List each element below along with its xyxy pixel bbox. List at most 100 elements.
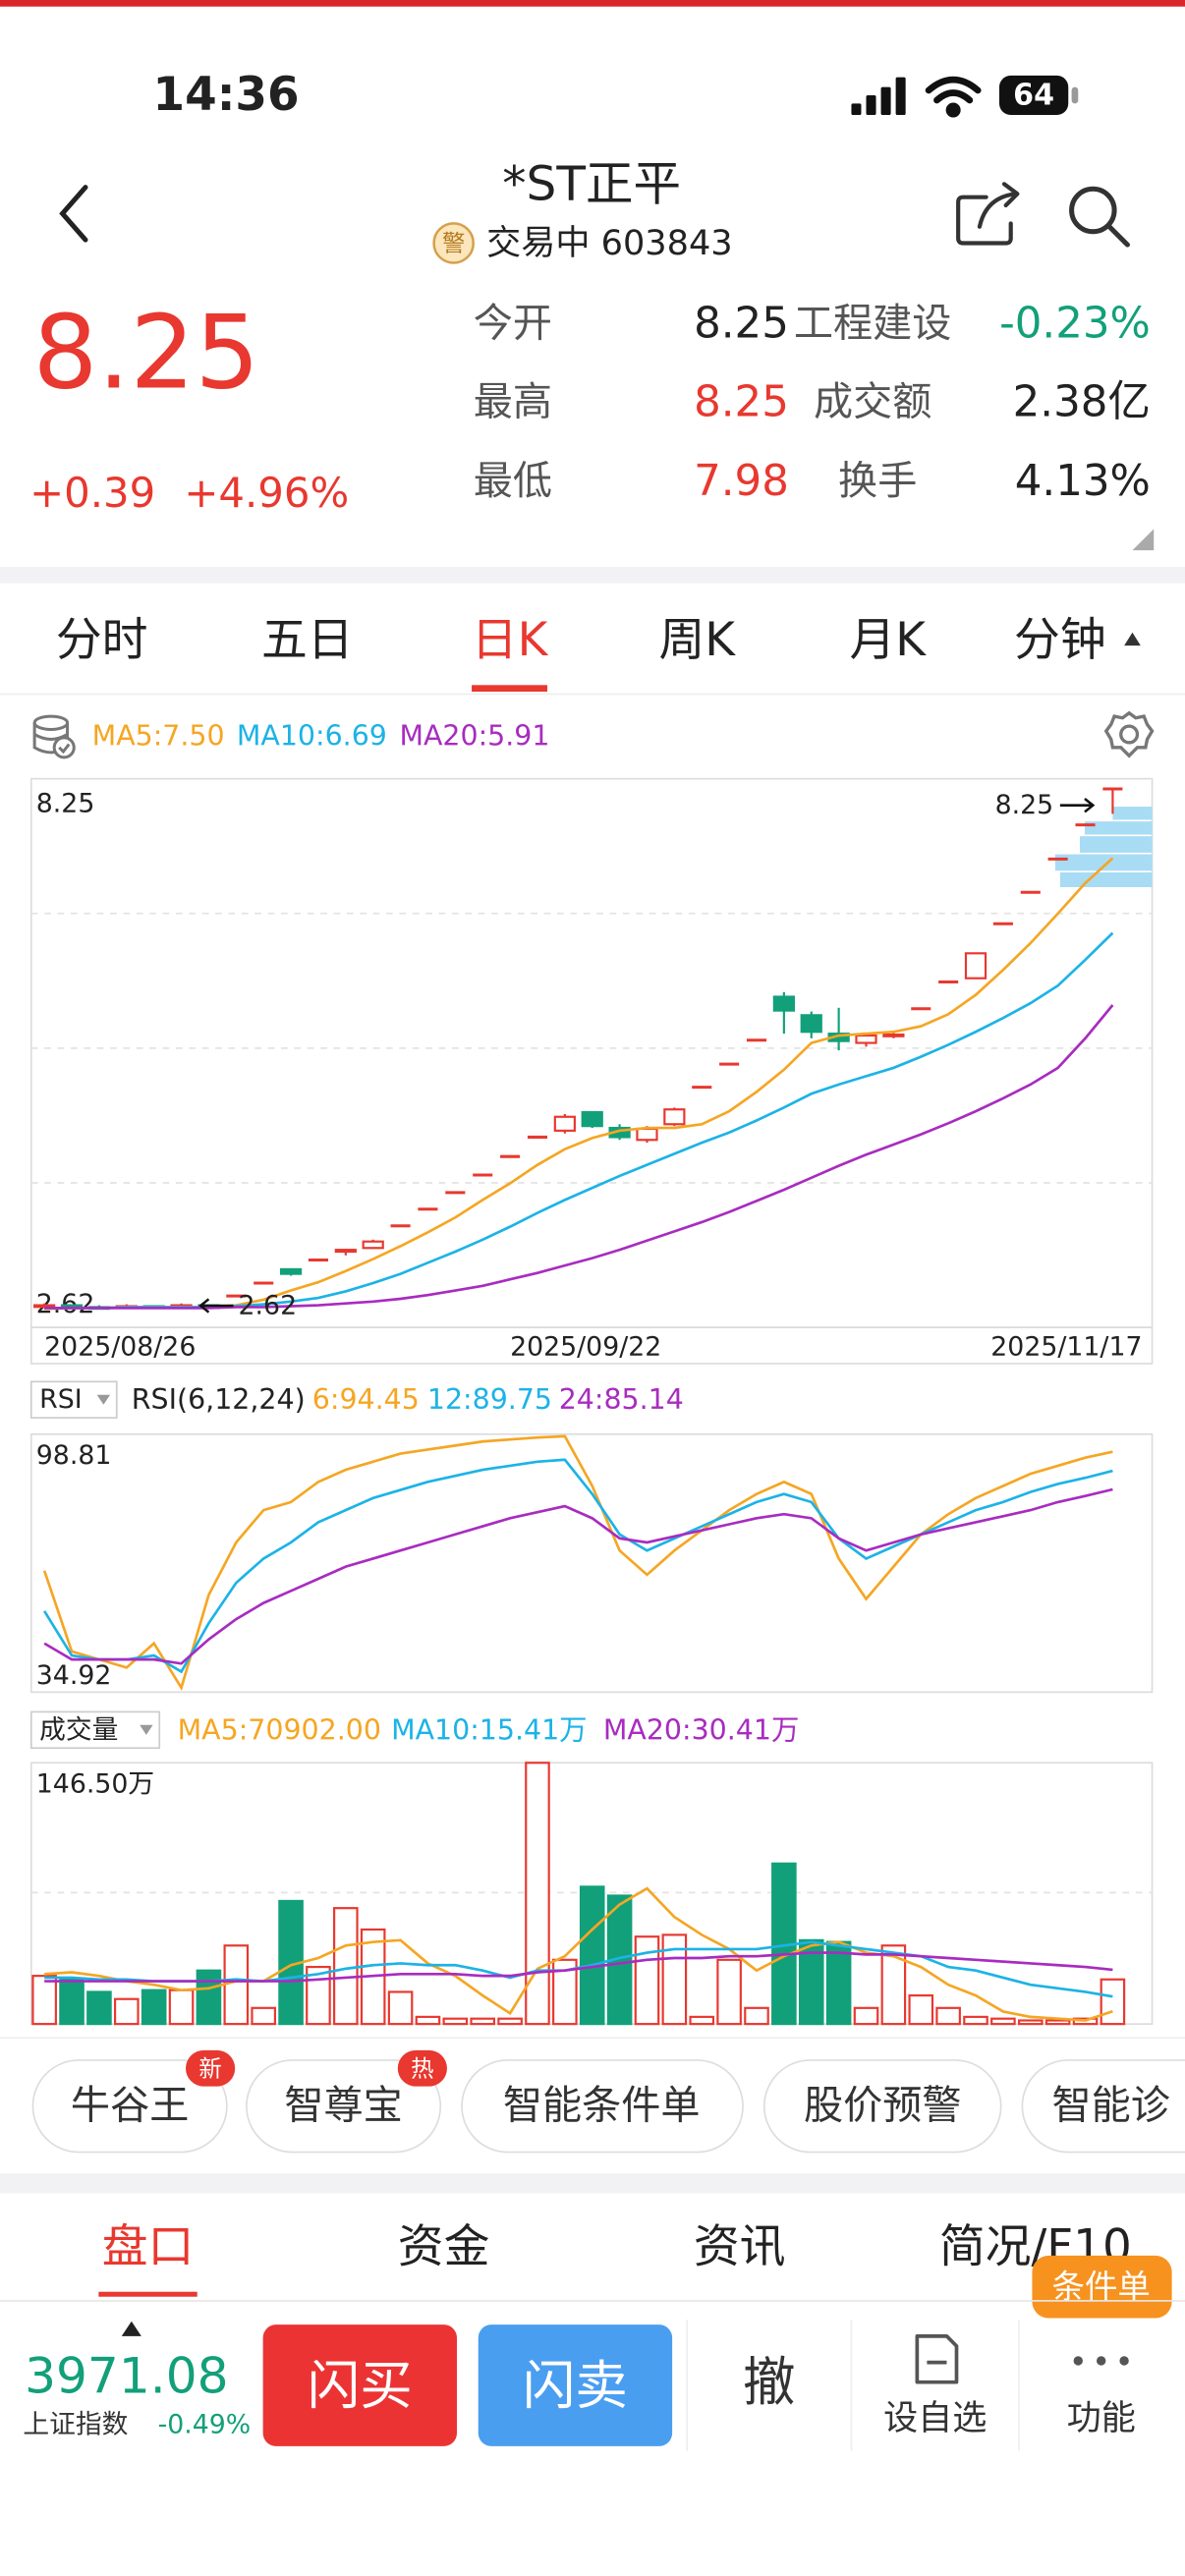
price-change: +0.39: [29, 469, 155, 517]
stat-label: 换手: [838, 459, 917, 504]
tool-label[interactable]: 股价预警: [804, 2084, 962, 2129]
tool-label[interactable]: 牛谷王: [71, 2084, 189, 2129]
volume-bar: [141, 1988, 167, 2026]
action-label[interactable]: 设自选: [883, 2398, 987, 2438]
tool-pill[interactable]: [246, 2059, 442, 2154]
rsi-legend: 12:89.75: [427, 1383, 552, 1416]
volume-bar: [798, 1938, 824, 2026]
expand-corner[interactable]: [1132, 529, 1155, 551]
volume-bar: [552, 1958, 578, 2026]
ma-legend: MA10:6.69: [237, 720, 387, 753]
period-tab[interactable]: 分时: [56, 614, 148, 667]
period-tab-active[interactable]: 日K: [472, 614, 549, 667]
detail-tab-active[interactable]: 盘口: [102, 2221, 195, 2274]
volume-bar: [497, 2017, 523, 2026]
selector-caret: [140, 1724, 153, 1735]
tab-underline: [98, 2291, 198, 2297]
volume-bar: [1100, 1978, 1126, 2026]
indicator-selector-label[interactable]: RSI: [39, 1384, 82, 1415]
back-button[interactable]: [59, 185, 88, 243]
top-accent: [0, 0, 1185, 7]
detail-tab[interactable]: 资讯: [694, 2221, 786, 2274]
ma-line: [44, 1004, 1114, 1310]
tool-pill[interactable]: [1021, 2059, 1185, 2154]
volume-bar: [442, 2017, 469, 2026]
rsi-title: RSI(6,12,24): [132, 1383, 306, 1416]
section-gap: [0, 566, 1185, 584]
volume-bar: [59, 1978, 85, 2026]
stat-value: 7.98: [694, 457, 789, 506]
tool-label[interactable]: 智能诊: [1052, 2084, 1170, 2129]
volume-bar: [935, 2006, 961, 2026]
period-tab[interactable]: 月K: [849, 614, 927, 667]
tool-pill[interactable]: [31, 2059, 228, 2154]
max-marker: 8.25: [995, 790, 1054, 820]
tool-badge-bg: [397, 2049, 447, 2087]
volume-bar: [223, 1944, 250, 2026]
volume-bar: [579, 1885, 605, 2026]
y-tick-label: 146.50万: [36, 1769, 154, 1800]
dropdown-caret: [1124, 632, 1141, 646]
selector-caret: [96, 1394, 111, 1405]
settings-button[interactable]: [1103, 710, 1155, 758]
buy-button[interactable]: [262, 2324, 458, 2446]
candle-body: [636, 1127, 658, 1142]
more-icon[interactable]: [1073, 2356, 1129, 2366]
volume-bar: [744, 2006, 769, 2026]
stock-title: *ST正平: [502, 156, 681, 211]
y-tick-label: 8.25: [36, 789, 95, 819]
section-gap: [0, 2173, 1185, 2194]
volume-bar: [908, 1994, 934, 2026]
period-tab[interactable]: 周K: [658, 614, 736, 667]
float-badge[interactable]: 条件单: [1052, 2268, 1151, 2306]
action-label[interactable]: 功能: [1067, 2398, 1136, 2438]
warning-badge: 警: [442, 229, 465, 256]
tool-pill[interactable]: [762, 2059, 1002, 2154]
tool-label[interactable]: 智尊宝: [284, 2084, 402, 2129]
stat-label: 最高: [474, 380, 552, 425]
share-button[interactable]: [956, 182, 1020, 246]
period-tab[interactable]: 五日: [261, 614, 354, 667]
volume-bar: [251, 2006, 276, 2026]
indicator-icon[interactable]: [32, 714, 76, 759]
cancel-button[interactable]: 撤: [743, 2351, 796, 2413]
signal-icon: [851, 77, 906, 116]
chip-distribution: [1054, 807, 1153, 887]
date-axis: [29, 1326, 1154, 1365]
detail-tab[interactable]: 资金: [398, 2221, 490, 2274]
volume-bar: [1044, 2019, 1071, 2026]
watchlist-icon[interactable]: [915, 2334, 959, 2384]
search-button[interactable]: [1069, 186, 1130, 248]
stat-label: 今开: [474, 301, 552, 346]
volume-bar: [470, 2017, 496, 2026]
volume-bar: [525, 1762, 550, 2026]
volume-bar: [114, 1997, 140, 2026]
volume-bar: [853, 2006, 879, 2026]
indicator-selector-label[interactable]: 成交量: [39, 1714, 118, 1745]
volume-bar: [1017, 2019, 1044, 2026]
candle-body: [279, 1267, 303, 1275]
indicator-selector[interactable]: [29, 1380, 118, 1419]
stat-label: 工程建设: [794, 301, 952, 346]
indicator-selector[interactable]: [29, 1710, 161, 1750]
buy-label[interactable]: 闪买: [308, 2355, 413, 2417]
volume-legend: MA5:70902.00: [178, 1713, 381, 1746]
expand-caret[interactable]: [121, 2321, 141, 2336]
tool-pill[interactable]: [461, 2059, 744, 2154]
warning-badge-bg: [432, 222, 475, 264]
y-tick-label: 98.81: [36, 1440, 112, 1471]
sell-label[interactable]: 闪卖: [523, 2355, 628, 2417]
tool-label[interactable]: 智能条件单: [503, 2084, 701, 2129]
marker-arrow: [198, 1298, 234, 1314]
float-badge-bg[interactable]: [1032, 2255, 1172, 2319]
period-tab[interactable]: 分钟: [1014, 614, 1106, 667]
candle-body: [553, 1115, 576, 1132]
stat-value: 8.25: [694, 378, 789, 427]
volume-bar: [716, 1958, 742, 2026]
stat-label: 最低: [474, 459, 552, 504]
volume-bar: [196, 1969, 222, 2026]
kline-grid: [30, 912, 1153, 1184]
sell-button[interactable]: [478, 2324, 673, 2446]
ma-line: [42, 1434, 1113, 1692]
